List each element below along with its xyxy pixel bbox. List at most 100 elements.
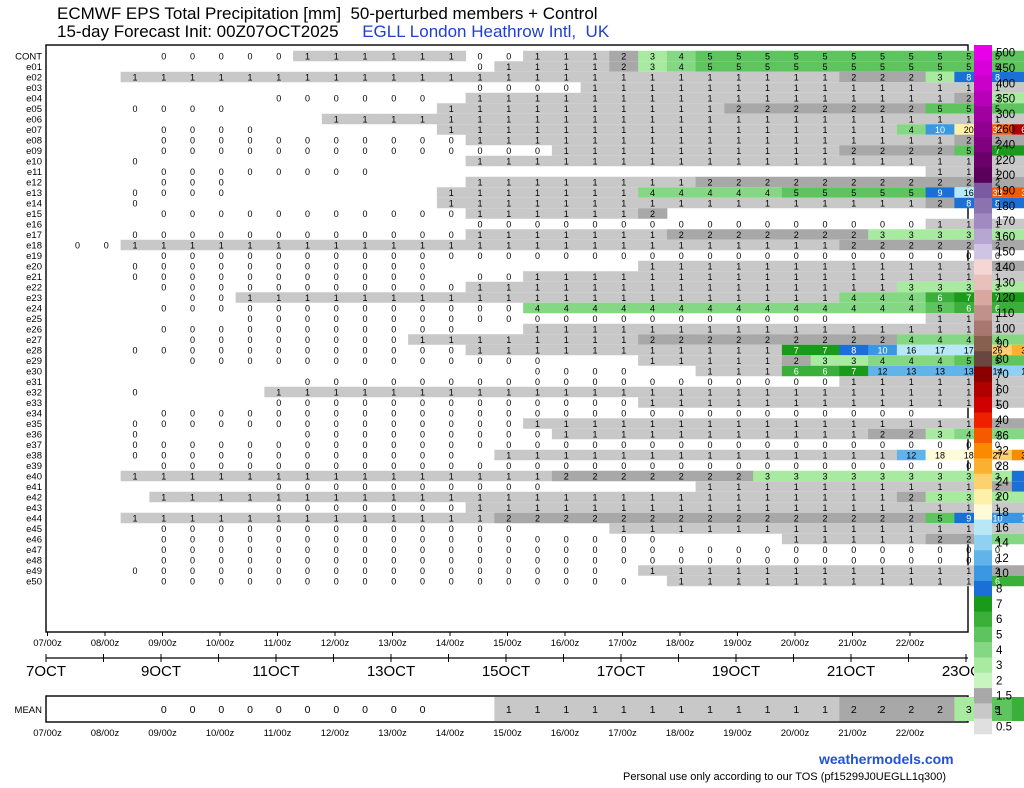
colorbar-label: 18	[996, 507, 1009, 519]
cell-value: 1	[765, 524, 770, 534]
cell-value: 1	[707, 524, 712, 534]
cell-value: 0	[190, 283, 195, 293]
cell-value: 1	[707, 104, 712, 114]
precip-cell	[896, 281, 927, 293]
precip-cell	[954, 124, 984, 135]
cell-value: 2	[909, 493, 914, 503]
cell-value: 1	[822, 146, 827, 156]
cell-value: 4	[794, 304, 799, 314]
cell-value: 4	[880, 356, 885, 366]
cell-value: 1	[305, 52, 310, 62]
cell-value: 1	[650, 283, 655, 293]
precip-cell	[781, 176, 812, 188]
cell-value: 0	[592, 377, 597, 387]
precip-cell	[724, 575, 754, 587]
precip-cell	[983, 565, 1013, 576]
site-link[interactable]: weathermodels.com	[819, 751, 954, 767]
precip-cell	[695, 575, 725, 587]
precip-cell	[465, 344, 495, 356]
precip-cell	[724, 428, 754, 440]
cell-value: 0	[449, 545, 454, 555]
precip-cell	[983, 176, 1013, 188]
precip-cell	[868, 271, 898, 282]
cell-value: 0	[679, 409, 684, 419]
cell-value: 1	[909, 115, 914, 125]
cell-value: 0	[362, 545, 367, 555]
cell-value: 0	[132, 104, 137, 114]
cell-value: 1	[937, 388, 942, 398]
cell-value: 6	[937, 293, 942, 303]
member-label: e19	[26, 251, 42, 262]
precip-cell	[954, 50, 984, 62]
cell-value: 1	[506, 157, 511, 167]
cell-value: 3	[909, 230, 914, 240]
cell-value: 1	[995, 377, 1000, 387]
cell-value: 1	[822, 451, 827, 461]
cell-value: 1	[477, 104, 482, 114]
cell-value: 0	[305, 377, 310, 387]
precip-cell	[436, 113, 467, 125]
cell-value: 0	[305, 262, 310, 272]
cell-value: 1	[736, 293, 741, 303]
cell-value: 1	[564, 199, 569, 209]
precip-cell	[1011, 428, 1024, 440]
precip-cell	[350, 470, 380, 482]
cell-value: 1	[765, 367, 770, 377]
precip-cell	[925, 418, 955, 429]
precip-cell	[724, 134, 754, 146]
cell-value: 0	[334, 566, 339, 576]
cell-value: 1	[420, 514, 425, 524]
cell-value: 1	[736, 115, 741, 125]
cell-value: 0	[535, 220, 540, 230]
precip-cell	[523, 71, 553, 83]
precip-cell	[551, 323, 582, 335]
cell-value: 0	[736, 251, 741, 261]
cell-value: 1	[880, 398, 885, 408]
precip-cell	[638, 397, 668, 408]
precip-cell	[983, 365, 1013, 377]
precip-cell	[551, 491, 582, 503]
precip-cell	[695, 491, 725, 503]
precip-cell	[868, 82, 898, 93]
precip-cell	[839, 533, 869, 545]
precip-cell	[781, 565, 812, 576]
cell-value: 0	[506, 409, 511, 419]
cell-value: 0	[420, 556, 425, 566]
colorbar-swatch	[974, 136, 992, 153]
precip-cell	[264, 470, 294, 482]
cell-value: 1	[736, 199, 741, 209]
cell-value: 5	[966, 52, 971, 62]
precip-cell	[810, 502, 840, 513]
precip-cell	[408, 292, 438, 303]
cell-value: 0	[449, 461, 454, 471]
cell-value: 0	[391, 430, 396, 440]
cell-value: 2	[736, 178, 741, 188]
cell-value: 1	[535, 73, 540, 83]
cell-value: 2	[966, 178, 971, 188]
cell-value: 0	[592, 409, 597, 419]
cell-value: 0	[247, 335, 252, 345]
cell-value: 69	[1021, 125, 1024, 135]
cell-value: 0	[880, 461, 885, 471]
cell-value: 1	[707, 293, 712, 303]
cell-value: 0	[506, 566, 511, 576]
precip-cell	[1011, 218, 1024, 230]
cell-value: 0	[219, 167, 224, 177]
cell-value: 1	[161, 514, 166, 524]
cell-value: 1	[966, 419, 971, 429]
precip-cell	[1011, 565, 1024, 576]
precip-cell	[695, 113, 725, 125]
cell-value: 1	[880, 199, 885, 209]
cell-value: 1	[334, 514, 339, 524]
cell-value: 1	[851, 535, 856, 545]
precip-cell	[666, 82, 697, 93]
colorbar-label: 6	[996, 614, 1002, 626]
cell-value: 0	[564, 251, 569, 261]
cell-value: 4	[966, 430, 971, 440]
precip-cell	[436, 334, 467, 345]
precip-cell	[695, 502, 725, 513]
cell-value: 0	[420, 524, 425, 534]
precip-cell	[724, 197, 754, 209]
precip-cell	[753, 334, 783, 345]
precip-cell	[810, 565, 840, 576]
